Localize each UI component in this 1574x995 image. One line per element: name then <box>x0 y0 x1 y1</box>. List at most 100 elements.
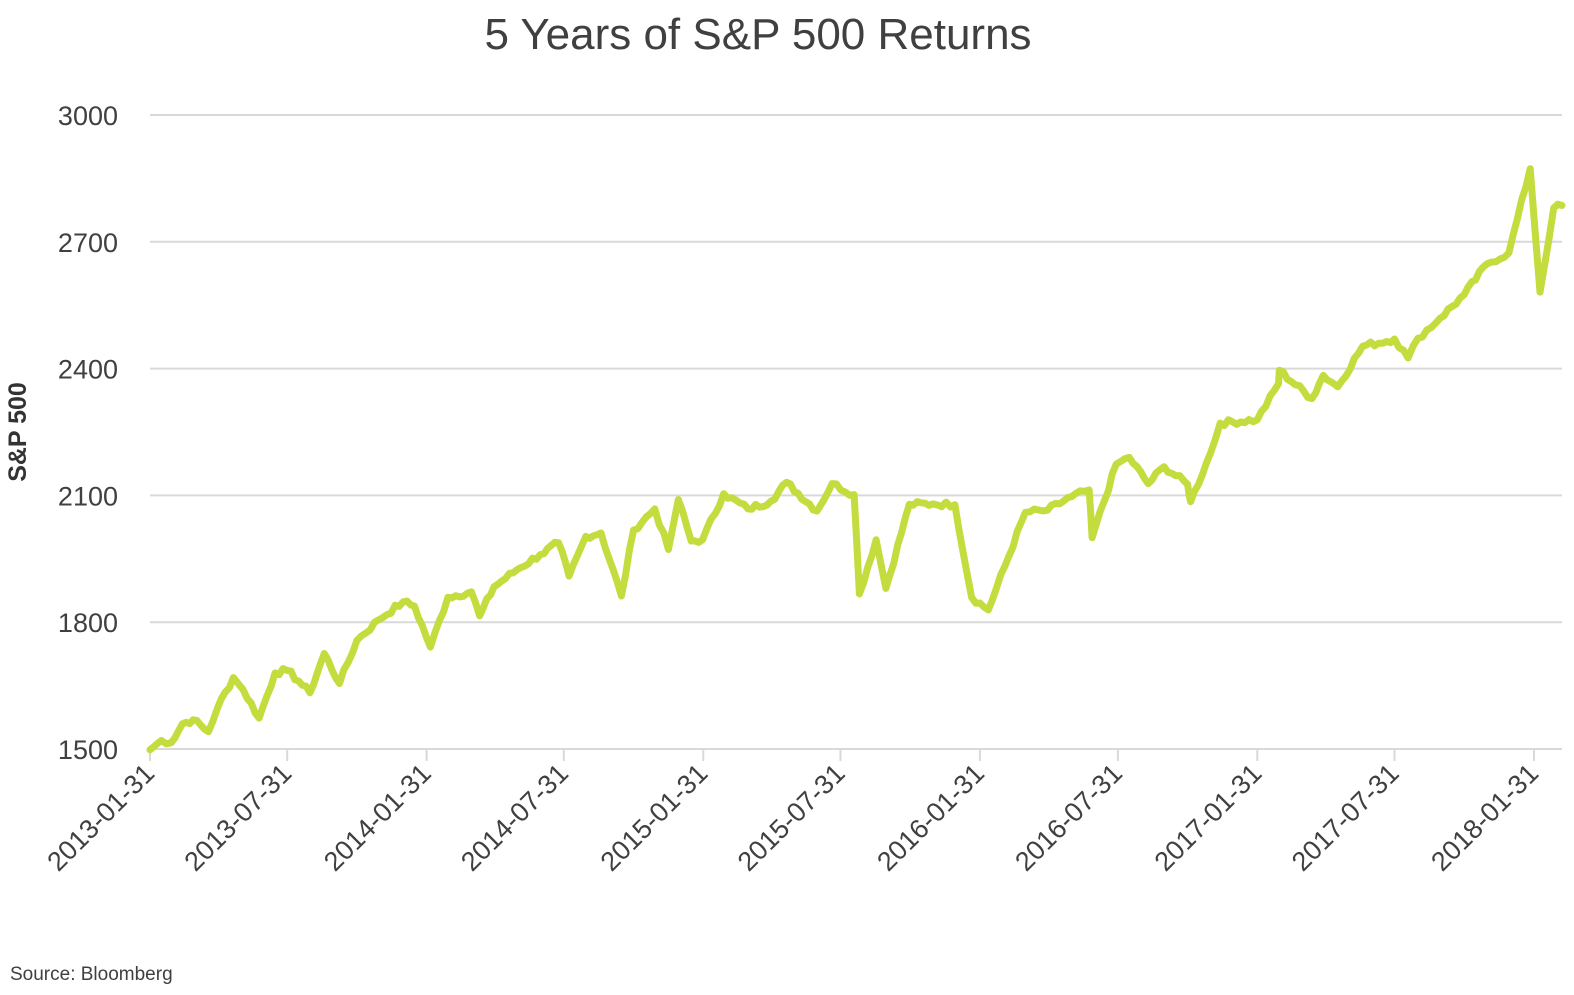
data-point <box>1461 292 1467 298</box>
data-point <box>665 547 671 553</box>
data-point <box>427 644 433 650</box>
data-point <box>1254 417 1260 423</box>
data-point <box>985 607 991 613</box>
y-tick-label: 1500 <box>58 735 118 765</box>
data-point <box>652 506 658 512</box>
data-point <box>1392 336 1398 342</box>
data-point <box>537 552 543 558</box>
x-tick-label: 2014-07-31 <box>455 758 574 877</box>
data-point <box>1276 381 1282 387</box>
data-point <box>829 481 835 487</box>
y-tick-label: 2700 <box>58 228 118 258</box>
y-axis-label: S&P 500 <box>4 382 32 482</box>
data-point <box>1089 535 1095 541</box>
data-point <box>284 667 290 673</box>
data-point <box>354 637 360 643</box>
data-point <box>1145 481 1151 487</box>
data-point <box>930 501 936 507</box>
data-point <box>376 617 382 623</box>
data-point <box>1188 499 1194 505</box>
source-note: Source: Bloomberg <box>10 964 173 985</box>
data-point <box>700 537 706 543</box>
x-tick-label: 2013-07-31 <box>179 758 298 877</box>
data-point <box>768 498 774 504</box>
data-point <box>1320 372 1326 378</box>
data-point <box>618 593 624 599</box>
data-point <box>412 603 418 609</box>
data-point <box>1309 396 1315 402</box>
data-point <box>1276 367 1282 373</box>
y-tick-label: 2400 <box>58 355 118 385</box>
data-point <box>1161 464 1167 470</box>
data-point <box>1217 420 1223 426</box>
data-point <box>336 680 342 686</box>
data-point <box>688 538 694 544</box>
data-point <box>1185 481 1191 487</box>
x-tick-label: 2014-01-31 <box>318 758 437 877</box>
x-tick-label: 2015-07-31 <box>732 758 851 877</box>
data-point <box>566 573 572 579</box>
data-point <box>721 491 727 497</box>
data-point <box>1551 205 1557 211</box>
y-tick-label: 1800 <box>58 608 118 638</box>
x-tick-label: 2013-01-31 <box>41 758 160 877</box>
data-point <box>883 585 889 591</box>
data-point <box>1126 454 1132 460</box>
x-tick-label: 2017-01-31 <box>1149 758 1268 877</box>
chart-title: 5 Years of S&P 500 Returns <box>484 10 1032 59</box>
data-point <box>468 589 474 595</box>
data-point <box>1484 261 1490 267</box>
data-point <box>969 594 975 600</box>
data-point <box>1527 166 1533 172</box>
data-point <box>1022 509 1028 515</box>
data-point <box>190 717 196 723</box>
y-tick-label: 2100 <box>58 481 118 511</box>
data-point <box>1360 343 1366 349</box>
x-tick-label: 2018-01-31 <box>1425 758 1544 877</box>
data-point <box>851 492 857 498</box>
data-point <box>952 502 958 508</box>
data-point <box>1405 355 1411 361</box>
data-point <box>745 506 751 512</box>
data-point <box>307 690 313 696</box>
x-tick-label: 2015-01-31 <box>595 758 714 877</box>
data-point <box>1207 451 1213 457</box>
x-tick-label: 2016-01-31 <box>871 758 990 877</box>
data-point <box>1113 461 1119 467</box>
data-point <box>556 540 562 546</box>
data-point <box>1086 487 1092 493</box>
data-point <box>296 678 302 684</box>
data-point <box>180 721 186 727</box>
data-point <box>1437 315 1443 321</box>
data-point <box>477 613 483 619</box>
data-point <box>1335 384 1341 390</box>
data-point <box>906 501 912 507</box>
data-point <box>631 527 637 533</box>
data-point <box>784 479 790 485</box>
series-line <box>146 165 1566 754</box>
data-point <box>321 650 327 656</box>
data-point <box>230 675 236 681</box>
data-point <box>214 705 220 711</box>
data-point <box>256 715 262 721</box>
data-point <box>514 567 520 573</box>
data-point <box>1559 202 1565 208</box>
data-point <box>598 530 604 536</box>
data-point <box>1044 507 1050 513</box>
data-point <box>158 738 164 744</box>
data-point <box>445 594 451 600</box>
data-point <box>814 508 820 514</box>
data-point <box>675 497 681 503</box>
data-point <box>491 584 497 590</box>
data-point <box>400 599 406 605</box>
data-point <box>583 533 589 539</box>
data-point <box>1069 494 1075 500</box>
data-point <box>1537 289 1543 295</box>
data-point <box>856 591 862 597</box>
data-point <box>272 670 278 676</box>
x-tick-label: 2017-07-31 <box>1286 758 1405 877</box>
data-point <box>168 740 174 746</box>
data-point <box>1415 335 1421 341</box>
